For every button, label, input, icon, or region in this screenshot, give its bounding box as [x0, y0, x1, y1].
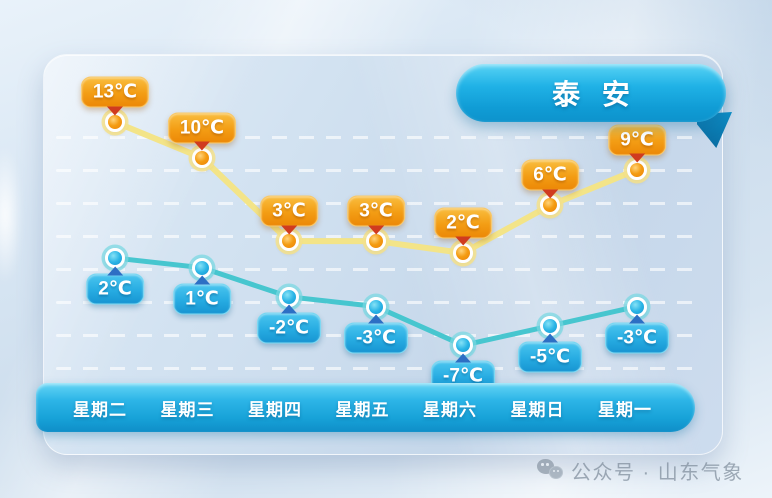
point-high-0 [105, 112, 125, 133]
point-high-1 [192, 147, 212, 168]
background-glow [0, 145, 22, 285]
day-label: 星期五 [335, 400, 390, 419]
point-low-6 [627, 296, 647, 317]
point-high-3 [366, 231, 386, 252]
day-label: 星期四 [248, 400, 302, 419]
temp-label-low-5: -5℃ [518, 333, 582, 373]
point-low-0 [105, 248, 125, 268]
temp-label-high-0: 13℃ [80, 76, 150, 115]
watermark-text: 公众号 · 山东气象 [571, 462, 744, 484]
wechat-icon [537, 459, 564, 482]
temp-label-high-2: 3℃ [260, 195, 318, 234]
point-high-4 [453, 243, 473, 263]
city-title: 泰 安 [552, 79, 637, 110]
temp-label-high-6: 9℃ [608, 124, 666, 163]
temp-label-high-5: 6℃ [521, 159, 579, 199]
point-low-1 [192, 257, 212, 278]
temp-label-low-6: -3℃ [605, 314, 669, 353]
temp-label-high-4: 2℃ [434, 207, 492, 246]
day-axis-bar: 星期二 星期三 星期四 星期五 星期六 星期日 星期一 [36, 383, 695, 432]
day-label: 星期二 [73, 400, 127, 419]
temp-label-high-3: 3℃ [347, 195, 405, 234]
temp-label-low-3: -3℃ [344, 314, 408, 353]
day-label: 星期日 [510, 400, 565, 419]
temp-label-low-1: 1℃ [173, 275, 231, 315]
point-low-5 [540, 315, 560, 336]
city-ribbon: 泰 安 [456, 64, 726, 122]
point-high-2 [279, 231, 299, 252]
temp-label-high-1: 10℃ [167, 112, 237, 151]
temp-label-low-2: -2℃ [257, 304, 321, 344]
watermark: 公众号 · 山东气象 [537, 456, 744, 485]
point-high-6 [627, 159, 647, 180]
day-label: 星期六 [423, 400, 477, 419]
day-label: 星期三 [160, 400, 215, 419]
point-low-2 [279, 286, 299, 307]
temp-label-low-0: 2℃ [86, 266, 144, 305]
day-label: 星期一 [598, 400, 652, 419]
point-low-3 [366, 296, 386, 317]
